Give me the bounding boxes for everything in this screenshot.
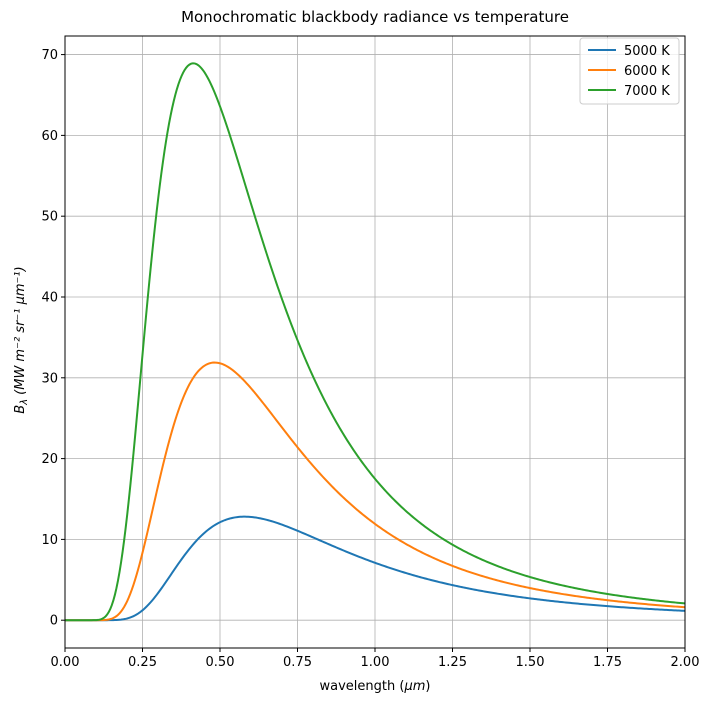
legend: 5000 K 6000 K 7000 K bbox=[579, 37, 680, 105]
y-tick-label: 10 bbox=[41, 533, 58, 548]
series-line-5000 bbox=[65, 515, 686, 622]
x-tick-label: 2.00 bbox=[671, 655, 700, 670]
legend-box bbox=[579, 37, 680, 105]
y-axis-label-symbol: B bbox=[13, 405, 28, 414]
y-axis-label: Bλ (MW m⁻² sr⁻¹ μm⁻¹) bbox=[13, 266, 30, 413]
y-tick-label: 20 bbox=[41, 452, 58, 467]
legend-label: 5000 K bbox=[624, 44, 670, 59]
axis-ticks: 0.00 0.25 0.50 0.75 1.00 1.25 1.50 1.75 2.00 0 10 2… bbox=[41, 48, 699, 670]
y-axis-label-unit: (MW m⁻² sr⁻¹ μm⁻¹) bbox=[13, 266, 28, 395]
x-tick-label: 1.50 bbox=[516, 655, 545, 670]
x-tick-label: 0.25 bbox=[128, 655, 157, 670]
x-tick-label: 0.00 bbox=[51, 655, 80, 670]
y-tick-label: 70 bbox=[41, 48, 58, 63]
x-tick-label: 0.75 bbox=[283, 655, 312, 670]
x-axis-label-unit: μm bbox=[403, 679, 425, 694]
y-tick-label: 30 bbox=[41, 371, 58, 386]
x-tick-label: 1.75 bbox=[593, 655, 622, 670]
series-line-7000 bbox=[65, 62, 686, 622]
legend-label: 7000 K bbox=[624, 84, 670, 99]
grid bbox=[64, 36, 686, 648]
series-line-6000 bbox=[65, 361, 686, 622]
x-axis-label-main: wavelength ( bbox=[320, 679, 405, 694]
y-tick-label: 60 bbox=[41, 129, 58, 144]
x-axis-label: wavelength (μm) bbox=[320, 679, 431, 694]
y-axis-label-subscript: λ bbox=[19, 399, 30, 406]
legend-label: 6000 K bbox=[624, 64, 670, 79]
x-tick-label: 1.25 bbox=[438, 655, 467, 670]
y-tick-label: 0 bbox=[50, 614, 58, 629]
chart-title: Monochromatic blackbody radiance vs temp… bbox=[181, 8, 569, 26]
y-tick-label: 50 bbox=[41, 210, 58, 225]
x-axis-label-tail: ) bbox=[425, 679, 430, 694]
y-tick-label: 40 bbox=[41, 290, 58, 305]
x-tick-label: 1.00 bbox=[361, 655, 390, 670]
x-tick-label: 0.50 bbox=[206, 655, 235, 670]
series-layer bbox=[65, 62, 686, 622]
